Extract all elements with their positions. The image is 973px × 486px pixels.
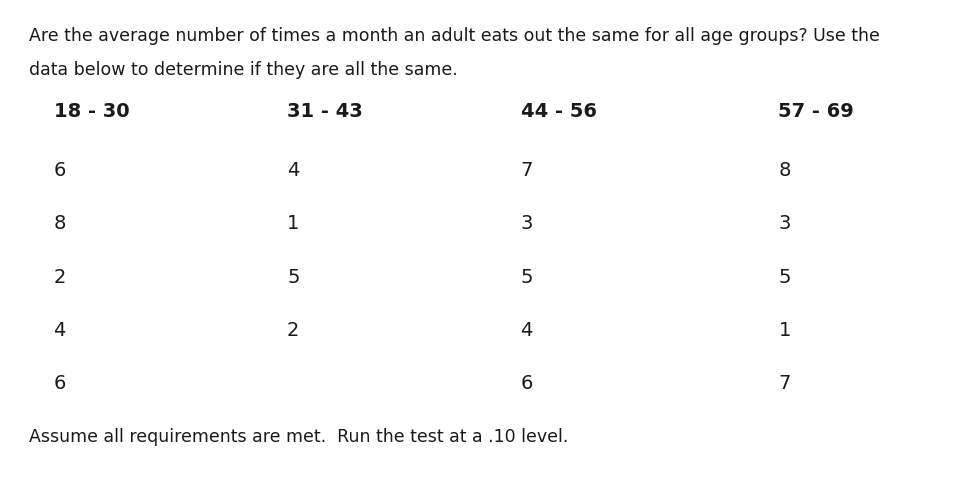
- Text: 57 - 69: 57 - 69: [778, 102, 854, 122]
- Text: Assume all requirements are met.  Run the test at a .10 level.: Assume all requirements are met. Run the…: [29, 428, 568, 447]
- Text: 4: 4: [54, 321, 66, 340]
- Text: 1: 1: [778, 321, 791, 340]
- Text: 5: 5: [287, 267, 300, 287]
- Text: 5: 5: [521, 267, 533, 287]
- Text: 31 - 43: 31 - 43: [287, 102, 363, 122]
- Text: 18 - 30: 18 - 30: [54, 102, 129, 122]
- Text: 4: 4: [287, 160, 300, 180]
- Text: 7: 7: [521, 160, 533, 180]
- Text: 8: 8: [54, 214, 66, 233]
- Text: 2: 2: [54, 267, 66, 287]
- Text: 1: 1: [287, 214, 300, 233]
- Text: 3: 3: [778, 214, 791, 233]
- Text: 3: 3: [521, 214, 533, 233]
- Text: 6: 6: [521, 374, 533, 394]
- Text: 6: 6: [54, 160, 66, 180]
- Text: 44 - 56: 44 - 56: [521, 102, 596, 122]
- Text: 8: 8: [778, 160, 791, 180]
- Text: data below to determine if they are all the same.: data below to determine if they are all …: [29, 61, 458, 79]
- Text: Are the average number of times a month an adult eats out the same for all age g: Are the average number of times a month …: [29, 27, 880, 45]
- Text: 5: 5: [778, 267, 791, 287]
- Text: 6: 6: [54, 374, 66, 394]
- Text: 7: 7: [778, 374, 791, 394]
- Text: 4: 4: [521, 321, 533, 340]
- Text: 2: 2: [287, 321, 300, 340]
